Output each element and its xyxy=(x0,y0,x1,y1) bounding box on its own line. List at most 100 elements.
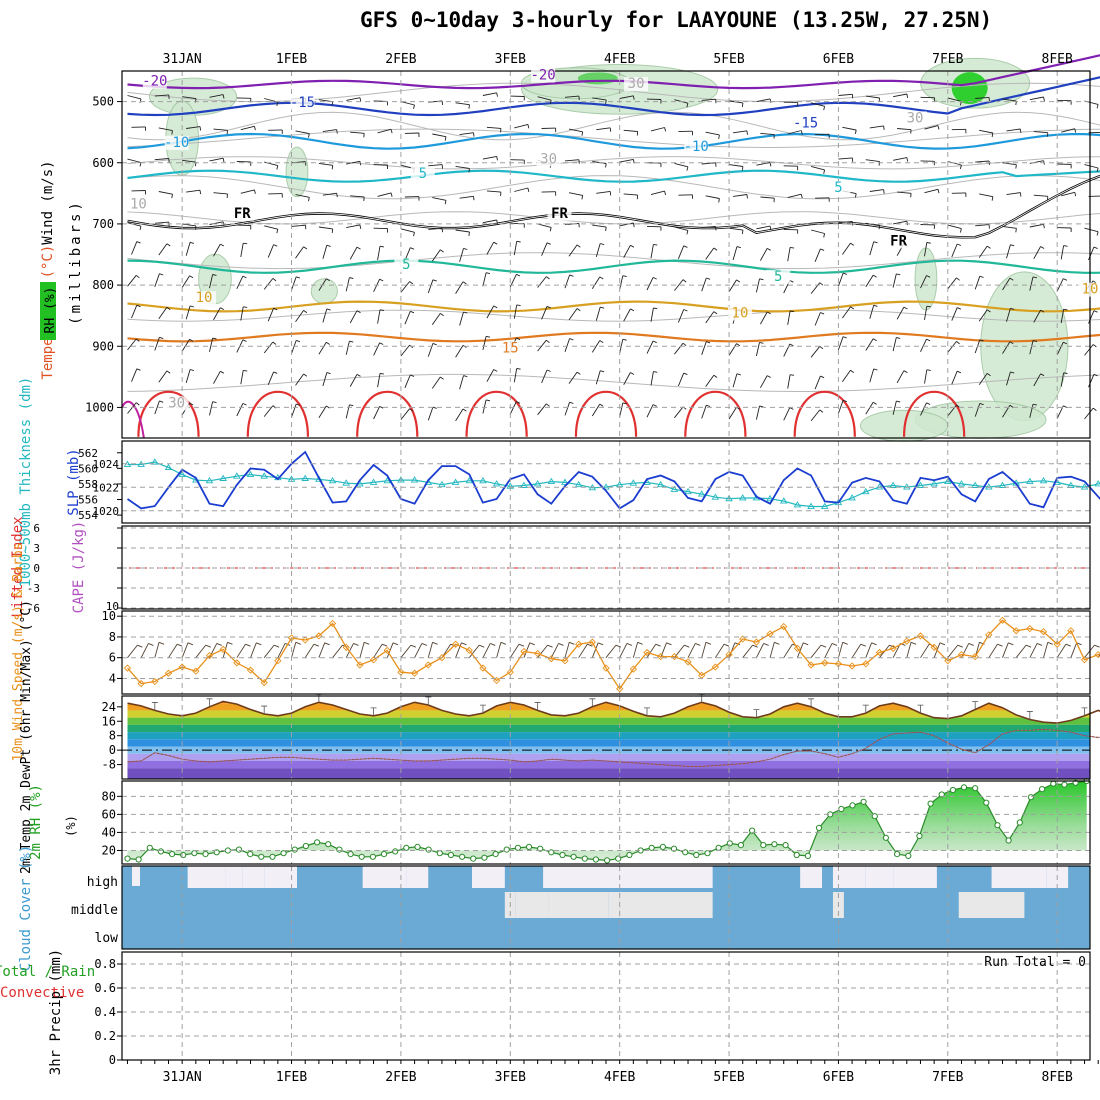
wind-barb xyxy=(427,406,434,421)
wind-barb xyxy=(1097,653,1100,658)
rh-marker xyxy=(548,849,555,856)
wind-barb xyxy=(569,641,575,645)
wind-barb xyxy=(1029,276,1034,291)
wind-barb xyxy=(1063,372,1068,374)
rh-marker xyxy=(760,842,767,849)
time-tick-label-bottom: 7FEB xyxy=(932,1070,963,1085)
wind-barb xyxy=(213,192,228,195)
wind-barb xyxy=(906,221,909,226)
minmax-whisker xyxy=(479,704,486,714)
wind-barb xyxy=(1010,307,1015,310)
wind-barb xyxy=(814,312,821,326)
wind-barb xyxy=(482,643,491,658)
wind-barb xyxy=(626,643,633,646)
wind-barb xyxy=(272,341,277,345)
wind-speed-marker xyxy=(342,643,350,651)
panel-frame xyxy=(121,951,1091,1061)
wind-speed-marker xyxy=(1080,656,1089,664)
wind-barb xyxy=(336,193,338,198)
wind-barb xyxy=(486,305,495,319)
wind-barb xyxy=(957,644,963,648)
wind-barb xyxy=(581,195,584,200)
rh-marker xyxy=(715,844,722,851)
thickness-marker xyxy=(479,476,487,484)
wind-barb xyxy=(599,340,604,343)
wind-barb xyxy=(496,92,498,97)
wind-barb xyxy=(1065,643,1071,647)
wind-barb xyxy=(379,405,384,409)
wind-barb xyxy=(974,276,981,290)
wind-barb xyxy=(937,125,940,130)
contour-label: 30 xyxy=(168,395,185,411)
wind-barb xyxy=(646,277,654,291)
wind-barb xyxy=(212,274,217,276)
wind-barb xyxy=(865,274,874,288)
wind-barb xyxy=(892,337,897,352)
thickness-marker xyxy=(779,497,788,504)
wind-barb xyxy=(431,313,441,326)
wind-speed-marker xyxy=(862,660,870,668)
contour-label: 15 xyxy=(502,340,519,356)
wind-barb xyxy=(637,641,643,645)
thickness-marker xyxy=(902,483,911,490)
wind-barb xyxy=(1006,308,1011,322)
wind-barb xyxy=(686,103,689,108)
wind-barb xyxy=(158,307,168,319)
wind-barb xyxy=(154,158,169,161)
wind-barb xyxy=(127,95,142,100)
wind-barb xyxy=(158,641,165,645)
rh-marker xyxy=(492,851,499,858)
thickness-marker xyxy=(848,494,856,501)
wind-barb xyxy=(756,225,771,230)
wind-contour xyxy=(127,175,1100,200)
wind-contour xyxy=(127,111,1100,141)
wind-barb xyxy=(455,408,464,422)
y-tick-label-left: 3 xyxy=(33,542,40,555)
wind-barb xyxy=(273,371,278,374)
rh-marker xyxy=(604,857,611,864)
wind-barb xyxy=(1060,245,1065,260)
wind-barb xyxy=(683,245,688,248)
side-label: CAPE (J/kg) xyxy=(71,521,87,614)
wind-barb xyxy=(240,189,255,194)
wind-barb xyxy=(959,228,962,233)
wind-barb xyxy=(1032,403,1038,406)
wind-barb xyxy=(819,409,824,413)
wind-barb xyxy=(222,158,225,163)
wind-barb xyxy=(318,162,333,166)
wind-barb xyxy=(1006,192,1021,196)
time-tick-label-top: 31JAN xyxy=(163,52,202,67)
wind-barb xyxy=(182,223,197,227)
wind-barb xyxy=(558,643,564,646)
thickness-marker xyxy=(766,494,774,502)
wind-barb xyxy=(496,642,502,658)
wind-barb xyxy=(373,643,383,658)
wind-barb xyxy=(1063,308,1068,311)
wind-barb xyxy=(1084,227,1099,233)
wind-barb xyxy=(615,644,622,648)
wind-barb xyxy=(154,642,160,658)
wind-barb xyxy=(1043,224,1045,229)
rh-marker xyxy=(224,847,231,854)
wind-barb xyxy=(732,246,738,261)
wind-speed-marker xyxy=(534,649,542,658)
wind-speed-marker xyxy=(616,685,624,693)
temp-band xyxy=(127,703,1090,711)
wind-barb xyxy=(131,368,138,382)
thickness-marker xyxy=(397,476,405,483)
wind-barb xyxy=(790,246,795,249)
wind-barb xyxy=(920,402,927,416)
contour-label: 10 xyxy=(1082,282,1099,298)
wind-barb xyxy=(236,275,244,289)
rh-marker xyxy=(916,832,923,840)
rh-marker xyxy=(247,851,254,858)
wind-barb xyxy=(623,129,638,132)
wind-barb xyxy=(243,242,248,245)
wind-barb xyxy=(349,340,354,343)
thickness-marker xyxy=(410,476,419,483)
wind-barb xyxy=(409,281,414,285)
cloud-block-high xyxy=(543,866,713,888)
wind-contour xyxy=(127,156,1100,170)
wind-barb xyxy=(869,305,875,319)
cloud-block-high xyxy=(242,866,265,888)
